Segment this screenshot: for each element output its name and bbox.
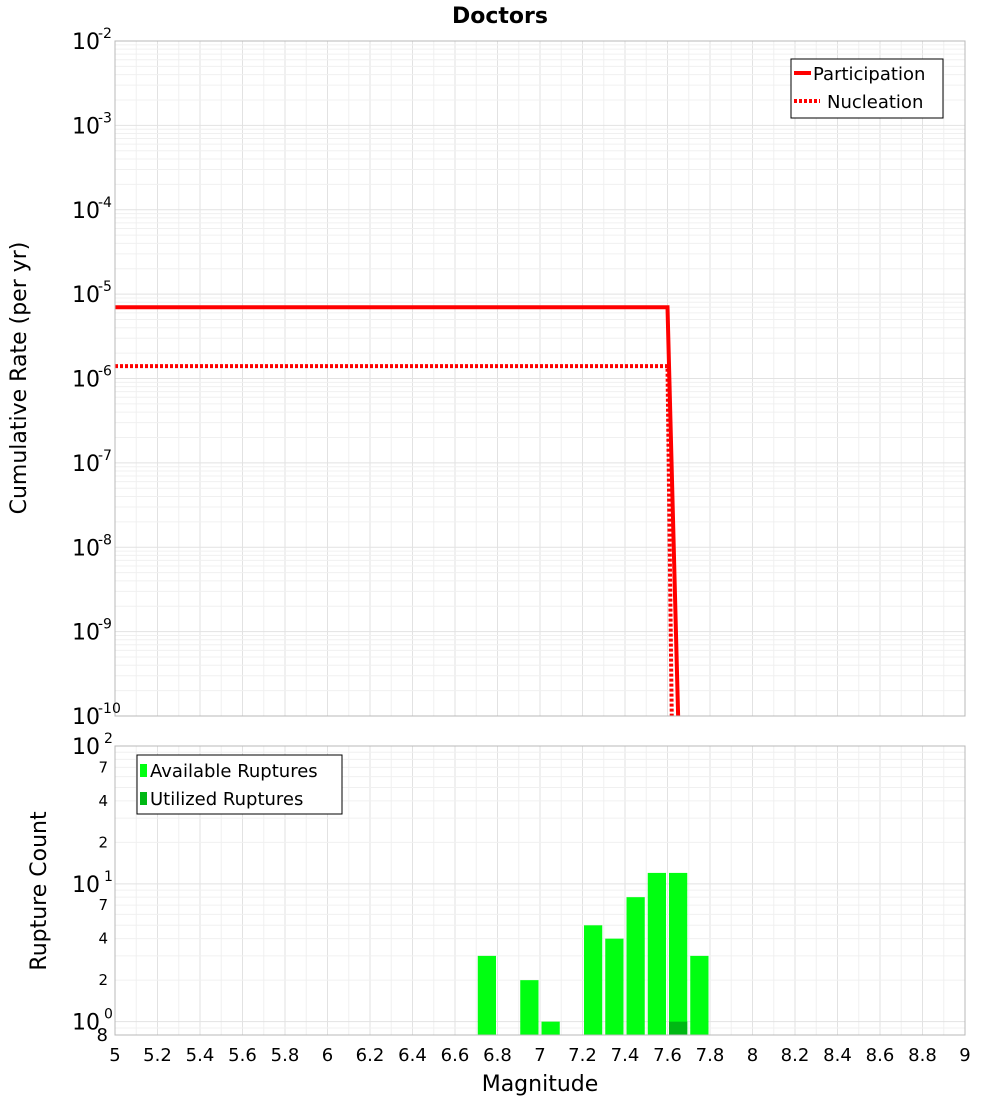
rate-line-nucleation bbox=[115, 364, 674, 717]
rate-y-tick-exponent: -6 bbox=[98, 364, 112, 380]
rate-y-axis-label: Cumulative Rate (per yr) bbox=[7, 242, 32, 515]
rate-y-tick-exponent: -9 bbox=[98, 617, 112, 633]
count-x-tick: 6.4 bbox=[398, 1045, 427, 1066]
count-x-ticks: 5 5.2 5.4 5.6 5.8 6 6.2 6.4 6.6 6.8 7 7.2 7.4 7.6 7.8 8… bbox=[109, 1045, 970, 1066]
count-y-minor-tick: 4 bbox=[98, 792, 108, 810]
rate-y-tick-exponent: -5 bbox=[98, 279, 112, 295]
count-x-tick: 7.4 bbox=[611, 1045, 640, 1066]
count-x-tick: 5 bbox=[109, 1045, 120, 1066]
available-ruptures-bar bbox=[669, 872, 688, 1035]
rate-y-tick-base: 10 bbox=[72, 283, 100, 308]
count-legend-box bbox=[136, 754, 343, 815]
rate-plot-border bbox=[114, 40, 966, 717]
count-x-tick: 5.4 bbox=[186, 1045, 215, 1066]
available-ruptures-bar bbox=[605, 938, 624, 1035]
count-x-tick: 6.2 bbox=[356, 1045, 385, 1066]
count-y-minor-tick: 7 bbox=[98, 758, 108, 776]
available-ruptures-bar bbox=[584, 925, 603, 1035]
count-y-minor-tick: 8 bbox=[97, 1025, 108, 1046]
rate-legend-box bbox=[790, 58, 944, 119]
count-legend: Available Ruptures Utilized Ruptures bbox=[136, 754, 343, 815]
count-x-tick: 8 bbox=[747, 1045, 758, 1066]
rate-y-tick-exponent: -7 bbox=[98, 448, 112, 464]
count-x-tick: 7.2 bbox=[568, 1045, 597, 1066]
count-x-tick: 8.2 bbox=[781, 1045, 810, 1066]
count-x-tick: 7.6 bbox=[653, 1045, 682, 1066]
rate-y-tick-exponent: -4 bbox=[98, 195, 112, 211]
rate-grid bbox=[114, 41, 966, 717]
count-x-tick: 7.8 bbox=[696, 1045, 725, 1066]
count-y-tick-exponent: 0 bbox=[104, 1007, 113, 1023]
count-x-tick: 6.8 bbox=[483, 1045, 512, 1066]
rate-series bbox=[115, 305, 681, 717]
rate-y-tick-base: 10 bbox=[72, 705, 100, 730]
legend-swatch-available bbox=[140, 764, 147, 777]
rate-legend: Participation Nucleation bbox=[790, 58, 944, 119]
count-y-tick-base: 10 bbox=[72, 873, 100, 898]
rate-y-tick-base: 10 bbox=[72, 536, 100, 561]
count-y-tick-exponent: 2 bbox=[104, 731, 113, 747]
count-x-tick: 6 bbox=[322, 1045, 333, 1066]
count-x-tick: 5.2 bbox=[143, 1045, 172, 1066]
rate-y-tick-base: 10 bbox=[72, 368, 100, 393]
count-y-minor-tick: 4 bbox=[98, 930, 108, 948]
count-y-minor-tick: 7 bbox=[98, 896, 108, 914]
rate-y-tick-exponent: -8 bbox=[98, 532, 112, 548]
count-x-tick: 9 bbox=[959, 1045, 970, 1066]
count-x-tick: 5.8 bbox=[271, 1045, 300, 1066]
rate-line-participation bbox=[115, 305, 681, 717]
count-x-axis-label: Magnitude bbox=[482, 1072, 599, 1097]
count-y-tick-base: 10 bbox=[72, 735, 100, 760]
count-y-tick-exponent: 1 bbox=[104, 869, 113, 885]
rate-y-tick-base: 10 bbox=[72, 114, 100, 139]
count-y-minor-tick: 2 bbox=[98, 833, 108, 851]
count-bars bbox=[477, 872, 709, 1035]
available-ruptures-bar bbox=[647, 872, 666, 1035]
legend-label-nucleation: Nucleation bbox=[827, 92, 923, 113]
rate-y-tick-exponent: -2 bbox=[98, 26, 112, 42]
available-ruptures-bar bbox=[690, 955, 709, 1035]
rate-y-tick-base: 10 bbox=[72, 452, 100, 477]
rate-y-tick-exponent: -10 bbox=[98, 701, 121, 717]
legend-label-utilized: Utilized Ruptures bbox=[150, 789, 303, 810]
utilized-ruptures-bar bbox=[669, 1021, 688, 1035]
legend-swatch-utilized bbox=[140, 792, 147, 805]
count-x-tick: 8.8 bbox=[908, 1045, 937, 1066]
available-ruptures-bar bbox=[626, 897, 645, 1035]
available-ruptures-bar bbox=[477, 955, 496, 1035]
count-x-tick: 5.6 bbox=[228, 1045, 257, 1066]
chart-title: Doctors bbox=[452, 4, 548, 29]
count-x-tick: 8.4 bbox=[823, 1045, 852, 1066]
rate-y-tick-base: 10 bbox=[72, 199, 100, 224]
count-y-axis-label: Rupture Count bbox=[27, 811, 52, 971]
available-ruptures-bar bbox=[520, 980, 539, 1035]
rate-y-tick-exponent: -3 bbox=[98, 110, 112, 126]
rate-y-tick-base: 10 bbox=[72, 621, 100, 646]
legend-label-participation: Participation bbox=[813, 64, 925, 85]
count-plot-border bbox=[114, 745, 966, 1036]
count-y-minor-tick: 2 bbox=[98, 971, 108, 989]
count-x-tick: 6.6 bbox=[441, 1045, 470, 1066]
count-x-tick: 8.6 bbox=[866, 1045, 895, 1066]
count-y-tick-base: 10 bbox=[72, 1011, 100, 1036]
count-x-tick: 7 bbox=[534, 1045, 545, 1066]
rate-y-tick-base: 10 bbox=[72, 30, 100, 55]
legend-label-available: Available Ruptures bbox=[150, 761, 318, 782]
available-ruptures-bar bbox=[541, 1021, 560, 1035]
